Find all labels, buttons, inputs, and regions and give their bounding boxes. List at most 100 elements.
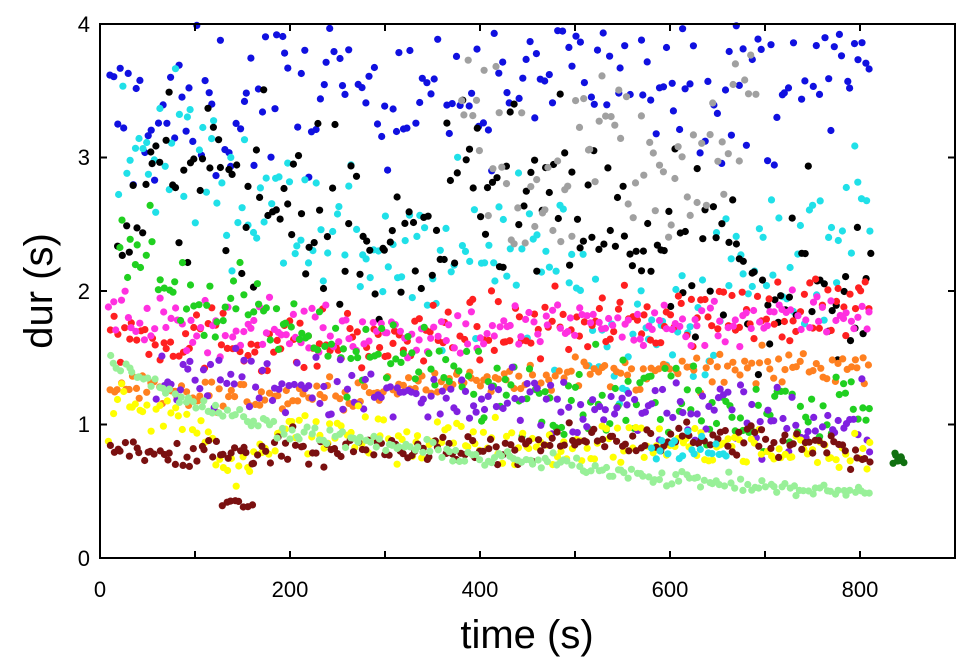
data-point-series-13 bbox=[489, 165, 497, 173]
data-point-series-2 bbox=[302, 270, 310, 278]
data-point-series-8 bbox=[139, 408, 147, 416]
data-point-series-2 bbox=[401, 219, 409, 227]
data-point-series-6 bbox=[211, 333, 219, 341]
data-point-series-3 bbox=[133, 336, 141, 344]
data-point-series-5 bbox=[405, 374, 413, 382]
data-point-series-1 bbox=[637, 287, 645, 295]
data-point-series-1 bbox=[362, 255, 370, 263]
data-point-series-13 bbox=[480, 66, 488, 74]
data-point-series-8 bbox=[301, 412, 309, 420]
data-point-series-0 bbox=[189, 137, 197, 145]
data-point-series-9 bbox=[501, 439, 509, 447]
data-point-series-3 bbox=[559, 310, 567, 318]
data-point-series-13 bbox=[706, 131, 714, 139]
data-point-series-5 bbox=[135, 394, 143, 402]
data-point-series-11 bbox=[223, 406, 231, 414]
data-point-series-11 bbox=[609, 472, 617, 480]
data-point-series-11 bbox=[744, 480, 752, 489]
data-point-series-3 bbox=[666, 311, 675, 319]
data-point-series-7 bbox=[424, 413, 432, 421]
data-point-series-2 bbox=[280, 184, 288, 193]
data-point-series-7 bbox=[465, 414, 474, 422]
data-point-series-6 bbox=[227, 294, 235, 302]
data-point-series-1 bbox=[506, 245, 514, 253]
data-point-series-3 bbox=[515, 313, 524, 321]
data-point-series-4 bbox=[383, 329, 391, 337]
data-point-series-12 bbox=[690, 450, 698, 458]
data-point-series-0 bbox=[384, 166, 392, 174]
data-point-series-7 bbox=[312, 353, 320, 361]
data-point-series-0 bbox=[237, 125, 245, 133]
data-point-series-3 bbox=[815, 324, 823, 332]
data-point-series-7 bbox=[557, 408, 565, 416]
data-point-series-8 bbox=[374, 415, 382, 423]
data-point-series-8 bbox=[393, 460, 401, 468]
data-point-series-13 bbox=[495, 109, 503, 117]
data-point-series-6 bbox=[146, 201, 154, 209]
data-point-series-5 bbox=[778, 378, 786, 386]
data-point-series-2 bbox=[366, 246, 374, 254]
data-point-series-7 bbox=[327, 410, 335, 418]
data-point-series-2 bbox=[725, 238, 733, 246]
data-point-series-0 bbox=[587, 93, 596, 101]
data-point-series-4 bbox=[731, 316, 739, 324]
data-point-series-6 bbox=[819, 402, 827, 410]
data-point-series-4 bbox=[556, 324, 565, 332]
data-point-series-2 bbox=[388, 227, 396, 235]
data-point-series-11 bbox=[834, 486, 842, 494]
data-point-series-6 bbox=[474, 347, 483, 355]
data-point-series-0 bbox=[132, 84, 140, 93]
data-point-series-1 bbox=[565, 279, 573, 287]
data-point-series-0 bbox=[452, 52, 461, 61]
data-point-series-1 bbox=[408, 294, 416, 302]
data-point-series-0 bbox=[742, 141, 751, 149]
data-point-series-1 bbox=[291, 250, 299, 258]
data-point-series-4 bbox=[434, 332, 442, 340]
data-point-series-2 bbox=[647, 267, 655, 275]
data-point-series-7 bbox=[191, 376, 199, 384]
data-point-series-9 bbox=[537, 447, 545, 455]
data-point-series-4 bbox=[543, 321, 551, 329]
data-point-series-5 bbox=[839, 355, 847, 363]
data-point-series-5 bbox=[125, 385, 133, 394]
data-point-series-3 bbox=[595, 304, 604, 313]
data-point-series-0 bbox=[479, 119, 487, 127]
data-point-series-1 bbox=[171, 65, 180, 73]
data-point-series-3 bbox=[162, 345, 170, 353]
data-point-series-2 bbox=[175, 239, 183, 247]
data-point-series-3 bbox=[244, 351, 252, 360]
data-point-series-2 bbox=[681, 227, 689, 236]
data-point-series-4 bbox=[140, 336, 148, 344]
data-point-series-4 bbox=[609, 321, 617, 329]
data-point-series-0 bbox=[821, 34, 829, 42]
data-point-series-2 bbox=[289, 160, 297, 168]
data-point-series-7 bbox=[278, 380, 286, 388]
data-point-series-7 bbox=[651, 387, 659, 395]
data-point-series-4 bbox=[662, 325, 671, 333]
data-point-series-8 bbox=[235, 462, 243, 470]
data-point-series-0 bbox=[365, 72, 373, 80]
data-point-series-13 bbox=[541, 206, 549, 214]
data-point-series-9 bbox=[647, 429, 655, 438]
data-point-series-2 bbox=[180, 166, 188, 174]
data-point-series-4 bbox=[687, 342, 695, 350]
data-point-series-0 bbox=[448, 100, 456, 108]
data-point-series-7 bbox=[589, 396, 597, 404]
data-point-series-3 bbox=[494, 298, 502, 306]
data-point-series-8 bbox=[609, 453, 617, 461]
data-point-series-1 bbox=[518, 245, 526, 253]
data-point-series-2 bbox=[356, 270, 364, 278]
data-point-series-1 bbox=[701, 371, 709, 379]
data-point-series-7 bbox=[184, 365, 192, 373]
data-point-series-9 bbox=[621, 440, 629, 448]
data-point-series-9 bbox=[242, 449, 250, 457]
data-point-series-5 bbox=[261, 396, 269, 404]
data-point-series-6 bbox=[262, 304, 270, 312]
data-point-series-8 bbox=[433, 418, 441, 426]
data-point-series-8 bbox=[204, 428, 212, 436]
data-point-series-1 bbox=[366, 274, 374, 282]
data-point-series-13 bbox=[611, 121, 619, 129]
data-point-series-7 bbox=[470, 402, 478, 410]
data-point-series-3 bbox=[106, 326, 114, 334]
data-point-series-7 bbox=[176, 386, 184, 394]
